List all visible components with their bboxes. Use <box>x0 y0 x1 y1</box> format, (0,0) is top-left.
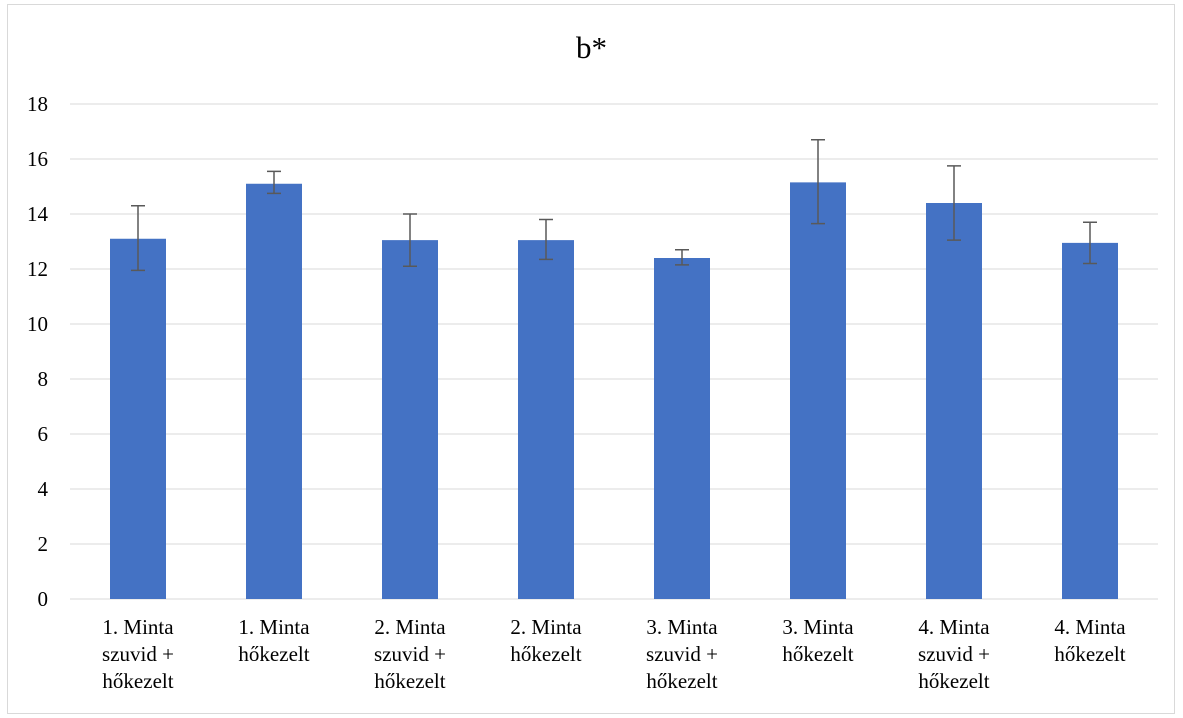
x-tick-label-line: szuvid + <box>374 642 446 666</box>
x-tick-label-line: 2. Minta <box>510 615 582 639</box>
error-bars <box>131 139 1097 272</box>
y-tick-label: 14 <box>27 202 49 226</box>
y-tick-label: 8 <box>38 367 49 391</box>
x-tick-label: 2. Minta szuvid + hőkezelt <box>374 615 446 693</box>
x-tick-label: 3. Minta szuvid + hőkezelt <box>646 615 718 693</box>
y-tick-label: 16 <box>27 147 48 171</box>
x-tick-label-line: szuvid + <box>102 642 174 666</box>
x-tick-label-line: szuvid + <box>646 642 718 666</box>
bar <box>110 238 166 599</box>
x-tick-label-line: hőkezelt <box>1054 642 1125 666</box>
y-tick-label: 2 <box>38 532 49 556</box>
bars <box>110 182 1118 599</box>
y-tick-label: 10 <box>27 312 48 336</box>
bar <box>518 240 574 599</box>
gridlines <box>70 103 1158 600</box>
y-tick-label: 6 <box>38 422 49 446</box>
x-tick-label-line: hőkezelt <box>510 642 581 666</box>
y-tick-label: 12 <box>27 257 48 281</box>
x-tick-label-line: szuvid + <box>918 642 990 666</box>
bar <box>246 183 302 599</box>
bar <box>382 240 438 599</box>
x-tick-label-line: 1. Minta <box>102 615 174 639</box>
x-tick-label: 1. Minta hőkezelt <box>238 615 310 666</box>
x-tick-label-line: hőkezelt <box>646 669 717 693</box>
y-axis-ticks: 0 2 4 6 8 10 12 14 16 18 <box>27 92 49 611</box>
x-tick-label-line: hőkezelt <box>374 669 445 693</box>
y-tick-label: 4 <box>38 477 49 501</box>
x-tick-label-line: hőkezelt <box>782 642 853 666</box>
x-tick-label-line: 3. Minta <box>782 615 854 639</box>
x-tick-label: 3. Minta hőkezelt <box>782 615 854 666</box>
x-tick-label-line: hőkezelt <box>102 669 173 693</box>
x-axis-ticks: 1. Minta szuvid + hőkezelt 1. Minta hőkezelt… <box>102 615 1126 693</box>
y-tick-label: 0 <box>38 587 49 611</box>
x-tick-label: 4. Minta szuvid + hőkezelt <box>918 615 990 693</box>
bar <box>654 258 710 599</box>
x-tick-label-line: hőkezelt <box>918 669 989 693</box>
bar <box>1062 242 1118 599</box>
x-tick-label-line: hőkezelt <box>238 642 309 666</box>
x-tick-label-line: 4. Minta <box>1054 615 1126 639</box>
x-tick-label: 1. Minta szuvid + hőkezelt <box>102 615 174 693</box>
chart-title: b* <box>576 30 607 65</box>
y-tick-label: 18 <box>27 92 48 116</box>
bar <box>790 182 846 599</box>
x-tick-label-line: 3. Minta <box>646 615 718 639</box>
x-tick-label-line: 1. Minta <box>238 615 310 639</box>
x-tick-label: 4. Minta hőkezelt <box>1054 615 1126 666</box>
x-tick-label-line: 4. Minta <box>918 615 990 639</box>
bar <box>926 203 982 599</box>
x-tick-label-line: 2. Minta <box>374 615 446 639</box>
x-tick-label: 2. Minta hőkezelt <box>510 615 582 666</box>
